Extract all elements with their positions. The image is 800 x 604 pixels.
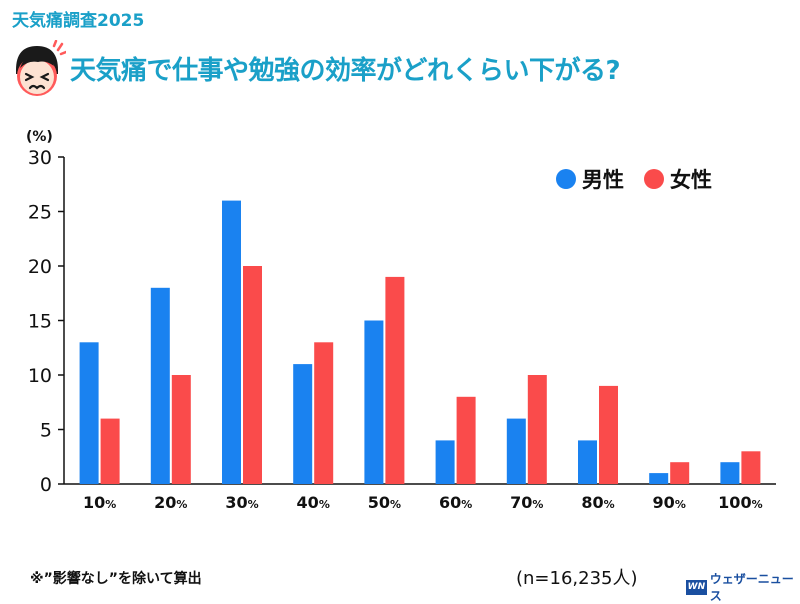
distressed-face-icon <box>16 40 66 96</box>
bar-female <box>599 385 618 484</box>
bar-male <box>293 364 313 484</box>
brand: WN ウェザーニュース <box>686 570 800 604</box>
y-tick-label: 10 <box>28 365 52 387</box>
bar-male <box>364 320 384 484</box>
y-tick-label: 15 <box>28 311 52 333</box>
bar-male <box>150 287 170 484</box>
y-tick-label: 25 <box>28 202 52 224</box>
x-tick-label: 90% <box>653 493 686 512</box>
brand-logo: WN <box>686 579 707 595</box>
bar-male <box>720 462 740 484</box>
x-tick-label: 30% <box>225 493 258 512</box>
bar-female <box>456 396 476 484</box>
bar-male <box>435 440 455 484</box>
brand-name: ウェザーニュース <box>709 572 794 603</box>
x-tick-label: 60% <box>439 493 472 512</box>
legend-item-female: 女性 <box>644 164 712 194</box>
chart-legend: 男性 女性 <box>556 164 732 194</box>
bar-female <box>243 266 262 484</box>
bar-male <box>222 200 241 484</box>
legend-label-female: 女性 <box>670 168 712 192</box>
legend-label-male: 男性 <box>582 168 624 192</box>
bar-female <box>314 342 334 484</box>
bar-female <box>527 375 547 484</box>
bar-female <box>741 451 761 484</box>
x-tick-label: 100% <box>718 493 762 512</box>
legend-marker-female <box>644 169 664 189</box>
footnote: ※”影響なし”を除いて算出 <box>30 571 202 587</box>
survey-tag: 天気痛調査2025 <box>12 11 145 31</box>
x-tick-label: 10% <box>83 493 116 512</box>
bar-male <box>578 440 597 484</box>
y-axis-label: (%) <box>26 129 53 145</box>
x-tick-label: 80% <box>581 493 614 512</box>
bar-female <box>171 375 191 484</box>
y-tick-label: 5 <box>40 420 52 442</box>
bar-male <box>649 473 669 484</box>
bar-male <box>79 342 99 484</box>
legend-item-male: 男性 <box>556 164 624 194</box>
x-tick-label: 20% <box>154 493 187 512</box>
bar-female <box>100 418 120 484</box>
x-tick-label: 40% <box>297 493 330 512</box>
bar-female <box>385 276 405 484</box>
y-tick-label: 30 <box>28 147 52 169</box>
x-tick-label: 70% <box>510 493 543 512</box>
legend-marker-male <box>556 169 576 189</box>
y-tick-label: 20 <box>28 256 52 278</box>
x-tick-label: 50% <box>368 493 401 512</box>
bar-female <box>670 462 690 484</box>
chart-title: 天気痛で仕事や勉強の効率がどれくらい下がる? <box>70 56 621 86</box>
sample-size: (n=16,235人) <box>516 568 638 589</box>
y-tick-label: 0 <box>40 474 52 496</box>
bar-male <box>506 418 526 484</box>
